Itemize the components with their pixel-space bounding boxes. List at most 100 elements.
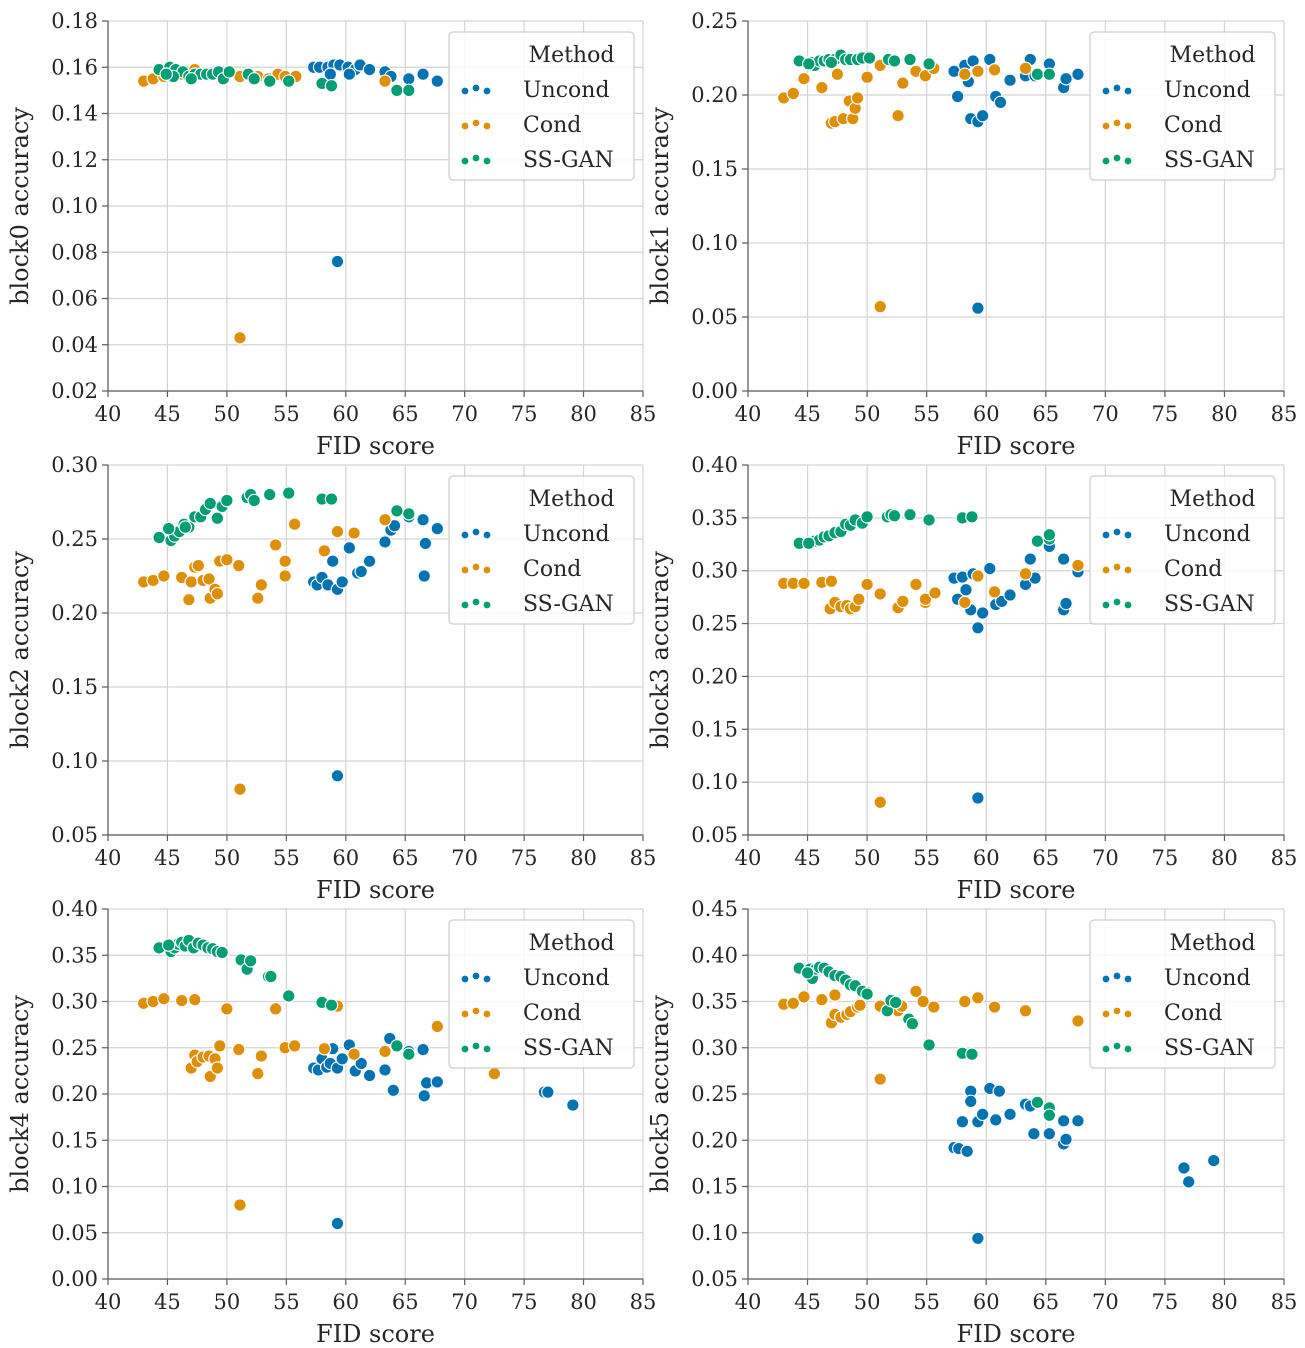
data-point-cond <box>378 512 392 527</box>
data-point-ss-gan <box>203 496 218 511</box>
legend-marker <box>1113 598 1121 606</box>
y-tick-label: 0.04 <box>51 333 98 357</box>
data-point-ss-gan <box>801 57 816 71</box>
y-tick-label: 0.10 <box>691 231 738 255</box>
data-point-cond <box>786 996 801 1011</box>
data-point-cond <box>815 992 829 1007</box>
legend-title: Method <box>529 487 615 512</box>
chart-panel-2: 40 45 50 55 60 65 70 75 80 85 0.05 0.10 0.15 0.20 0.25… <box>6 453 656 904</box>
data-point-ss-gan <box>243 953 258 968</box>
data-point-cond <box>797 990 811 1004</box>
legend-marker <box>461 566 469 574</box>
legend-marker <box>1124 122 1132 130</box>
y-tick-label: 0.35 <box>51 943 98 967</box>
y-tick-label: 0.40 <box>51 897 98 921</box>
y-tick-label: 0.15 <box>51 675 98 699</box>
x-tick-label: 40 <box>735 846 762 870</box>
data-point-uncond <box>430 74 445 88</box>
legend-marker <box>1102 1010 1110 1018</box>
data-point-ss-gan <box>860 987 874 1001</box>
data-point-cond <box>824 574 839 589</box>
legend-marker <box>483 157 491 165</box>
legend-marker <box>1124 1010 1132 1018</box>
data-point-uncond <box>362 1068 377 1083</box>
data-point-ss-gan <box>922 1038 936 1052</box>
x-tick-label: 80 <box>1211 846 1238 870</box>
data-point-cond <box>1071 558 1085 573</box>
x-tick-label: 40 <box>95 402 122 426</box>
legend-marker <box>483 531 491 539</box>
data-point-uncond <box>541 1085 555 1099</box>
data-point-uncond <box>325 554 340 568</box>
data-point-cond <box>187 992 202 1007</box>
y-tick-label: 0.20 <box>51 1082 98 1106</box>
data-point-uncond <box>417 1089 432 1103</box>
y-tick-label: 0.02 <box>51 379 98 403</box>
data-point-cond <box>957 994 972 1009</box>
data-point-uncond <box>330 1216 345 1231</box>
legend-marker <box>1124 566 1132 574</box>
y-tick-label: 0.30 <box>51 990 98 1014</box>
legend: Method Uncond Cond SS-GAN <box>448 919 635 1069</box>
legend-box <box>1089 475 1276 625</box>
legend-marker <box>1113 972 1121 980</box>
data-point-uncond <box>342 67 357 81</box>
data-point-ss-gan <box>324 998 339 1012</box>
data-point-ss-gan <box>401 507 416 521</box>
legend-title: Method <box>1170 931 1256 956</box>
x-tick-label: 85 <box>1271 1290 1298 1314</box>
data-point-cond <box>182 592 196 607</box>
legend-label: SS-GAN <box>523 148 614 173</box>
x-tick-label: 50 <box>854 402 881 426</box>
x-tick-label: 55 <box>273 846 300 870</box>
x-tick-label: 45 <box>154 402 181 426</box>
data-point-cond <box>191 558 206 573</box>
legend-box <box>448 475 635 625</box>
data-point-ss-gan <box>159 67 174 81</box>
x-tick-label: 65 <box>392 1290 419 1314</box>
data-point-cond <box>928 586 942 600</box>
data-point-uncond <box>955 1114 970 1129</box>
data-point-ss-gan <box>262 74 277 88</box>
y-tick-label: 0.15 <box>691 717 738 741</box>
y-tick-label: 0.08 <box>51 240 98 264</box>
data-point-ss-gan <box>1030 534 1045 548</box>
chart-panel-1: 40 45 50 55 60 65 70 75 80 85 0.00 0.05 0.10 0.15 0.20… <box>646 9 1297 460</box>
y-tick-label: 0.25 <box>51 1036 98 1060</box>
legend-label: Cond <box>1164 1001 1222 1026</box>
data-point-uncond <box>1042 1126 1057 1141</box>
x-tick-label: 70 <box>1092 402 1119 426</box>
data-point-uncond <box>378 1063 392 1077</box>
data-points <box>136 933 580 1231</box>
data-point-cond <box>987 585 1002 599</box>
x-tick-label: 40 <box>95 846 122 870</box>
y-tick-label: 0.25 <box>691 9 738 33</box>
data-point-uncond <box>1003 588 1017 602</box>
data-point-uncond <box>1059 596 1073 611</box>
data-point-cond <box>157 991 171 1006</box>
data-point-ss-gan <box>262 487 277 502</box>
x-tick-label: 65 <box>1032 402 1059 426</box>
legend-label: Cond <box>523 113 581 138</box>
data-point-cond <box>909 577 923 592</box>
data-point-ss-gan <box>903 52 917 67</box>
data-points <box>136 486 445 796</box>
x-axis-title: FID score <box>316 432 435 460</box>
legend-marker <box>1124 531 1132 539</box>
y-tick-label: 0.10 <box>691 1221 738 1245</box>
legend-marker <box>472 1042 480 1050</box>
data-point-ss-gan <box>1030 1095 1045 1110</box>
data-point-ss-gan <box>281 989 296 1003</box>
data-point-ss-gan <box>152 530 166 545</box>
legend-marker <box>483 122 491 130</box>
x-tick-label: 85 <box>630 1290 657 1314</box>
data-point-ss-gan <box>1030 67 1045 82</box>
legend-marker <box>1113 1042 1121 1050</box>
legend-marker <box>1102 566 1110 574</box>
data-point-cond <box>157 569 171 583</box>
legend: Method Uncond Cond SS-GAN <box>1089 31 1276 181</box>
data-point-ss-gan <box>800 966 815 980</box>
data-point-uncond <box>417 569 432 583</box>
x-tick-label: 50 <box>854 846 881 870</box>
